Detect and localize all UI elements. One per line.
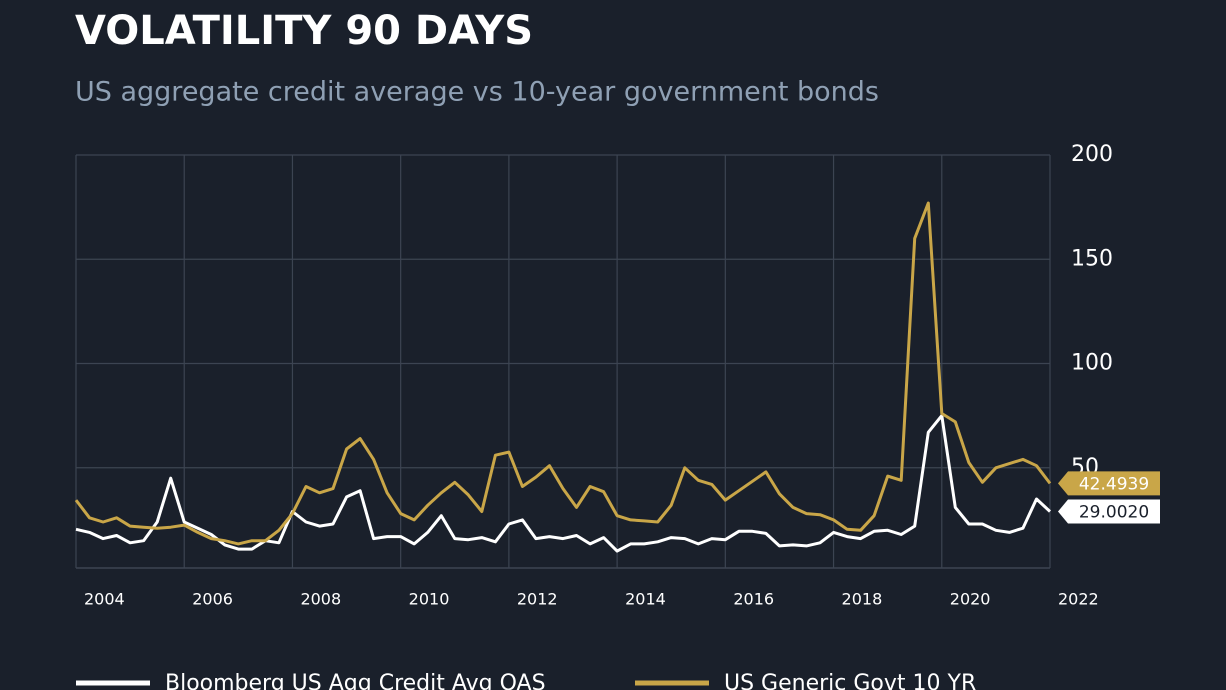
x-tick-label: 2014: [625, 590, 666, 609]
value-label: 42.4939: [1079, 474, 1149, 494]
x-tick-label: 2008: [300, 590, 341, 609]
x-tick-label: 2022: [1058, 590, 1099, 609]
x-tick-label: 2016: [733, 590, 774, 609]
x-tick-label: 2006: [192, 590, 233, 609]
value-label-box: [1058, 499, 1160, 524]
x-tick-label: 2012: [517, 590, 558, 609]
x-tick-label: 2004: [84, 590, 125, 609]
x-tick-label: 2010: [409, 590, 450, 609]
chart-title: VOLATILITY 90 DAYS: [75, 8, 533, 54]
legend-label: Bloomberg US Agg Credit Avg OAS: [165, 671, 546, 690]
series-line: [75, 414, 1052, 553]
y-tick-label: 150: [1071, 246, 1113, 271]
value-label: 29.0020: [1079, 503, 1149, 523]
legend-label: US Generic Govt 10 YR: [724, 671, 976, 690]
x-tick-label: 2020: [950, 590, 991, 609]
x-tick-label: 2018: [842, 590, 883, 609]
y-tick-label: 200: [1071, 142, 1113, 167]
chart-subtitle: US aggregate credit average vs 10-year g…: [75, 77, 879, 108]
series-line: [74, 201, 1052, 546]
value-label-box: [1058, 471, 1160, 496]
y-tick-label: 100: [1071, 351, 1113, 376]
